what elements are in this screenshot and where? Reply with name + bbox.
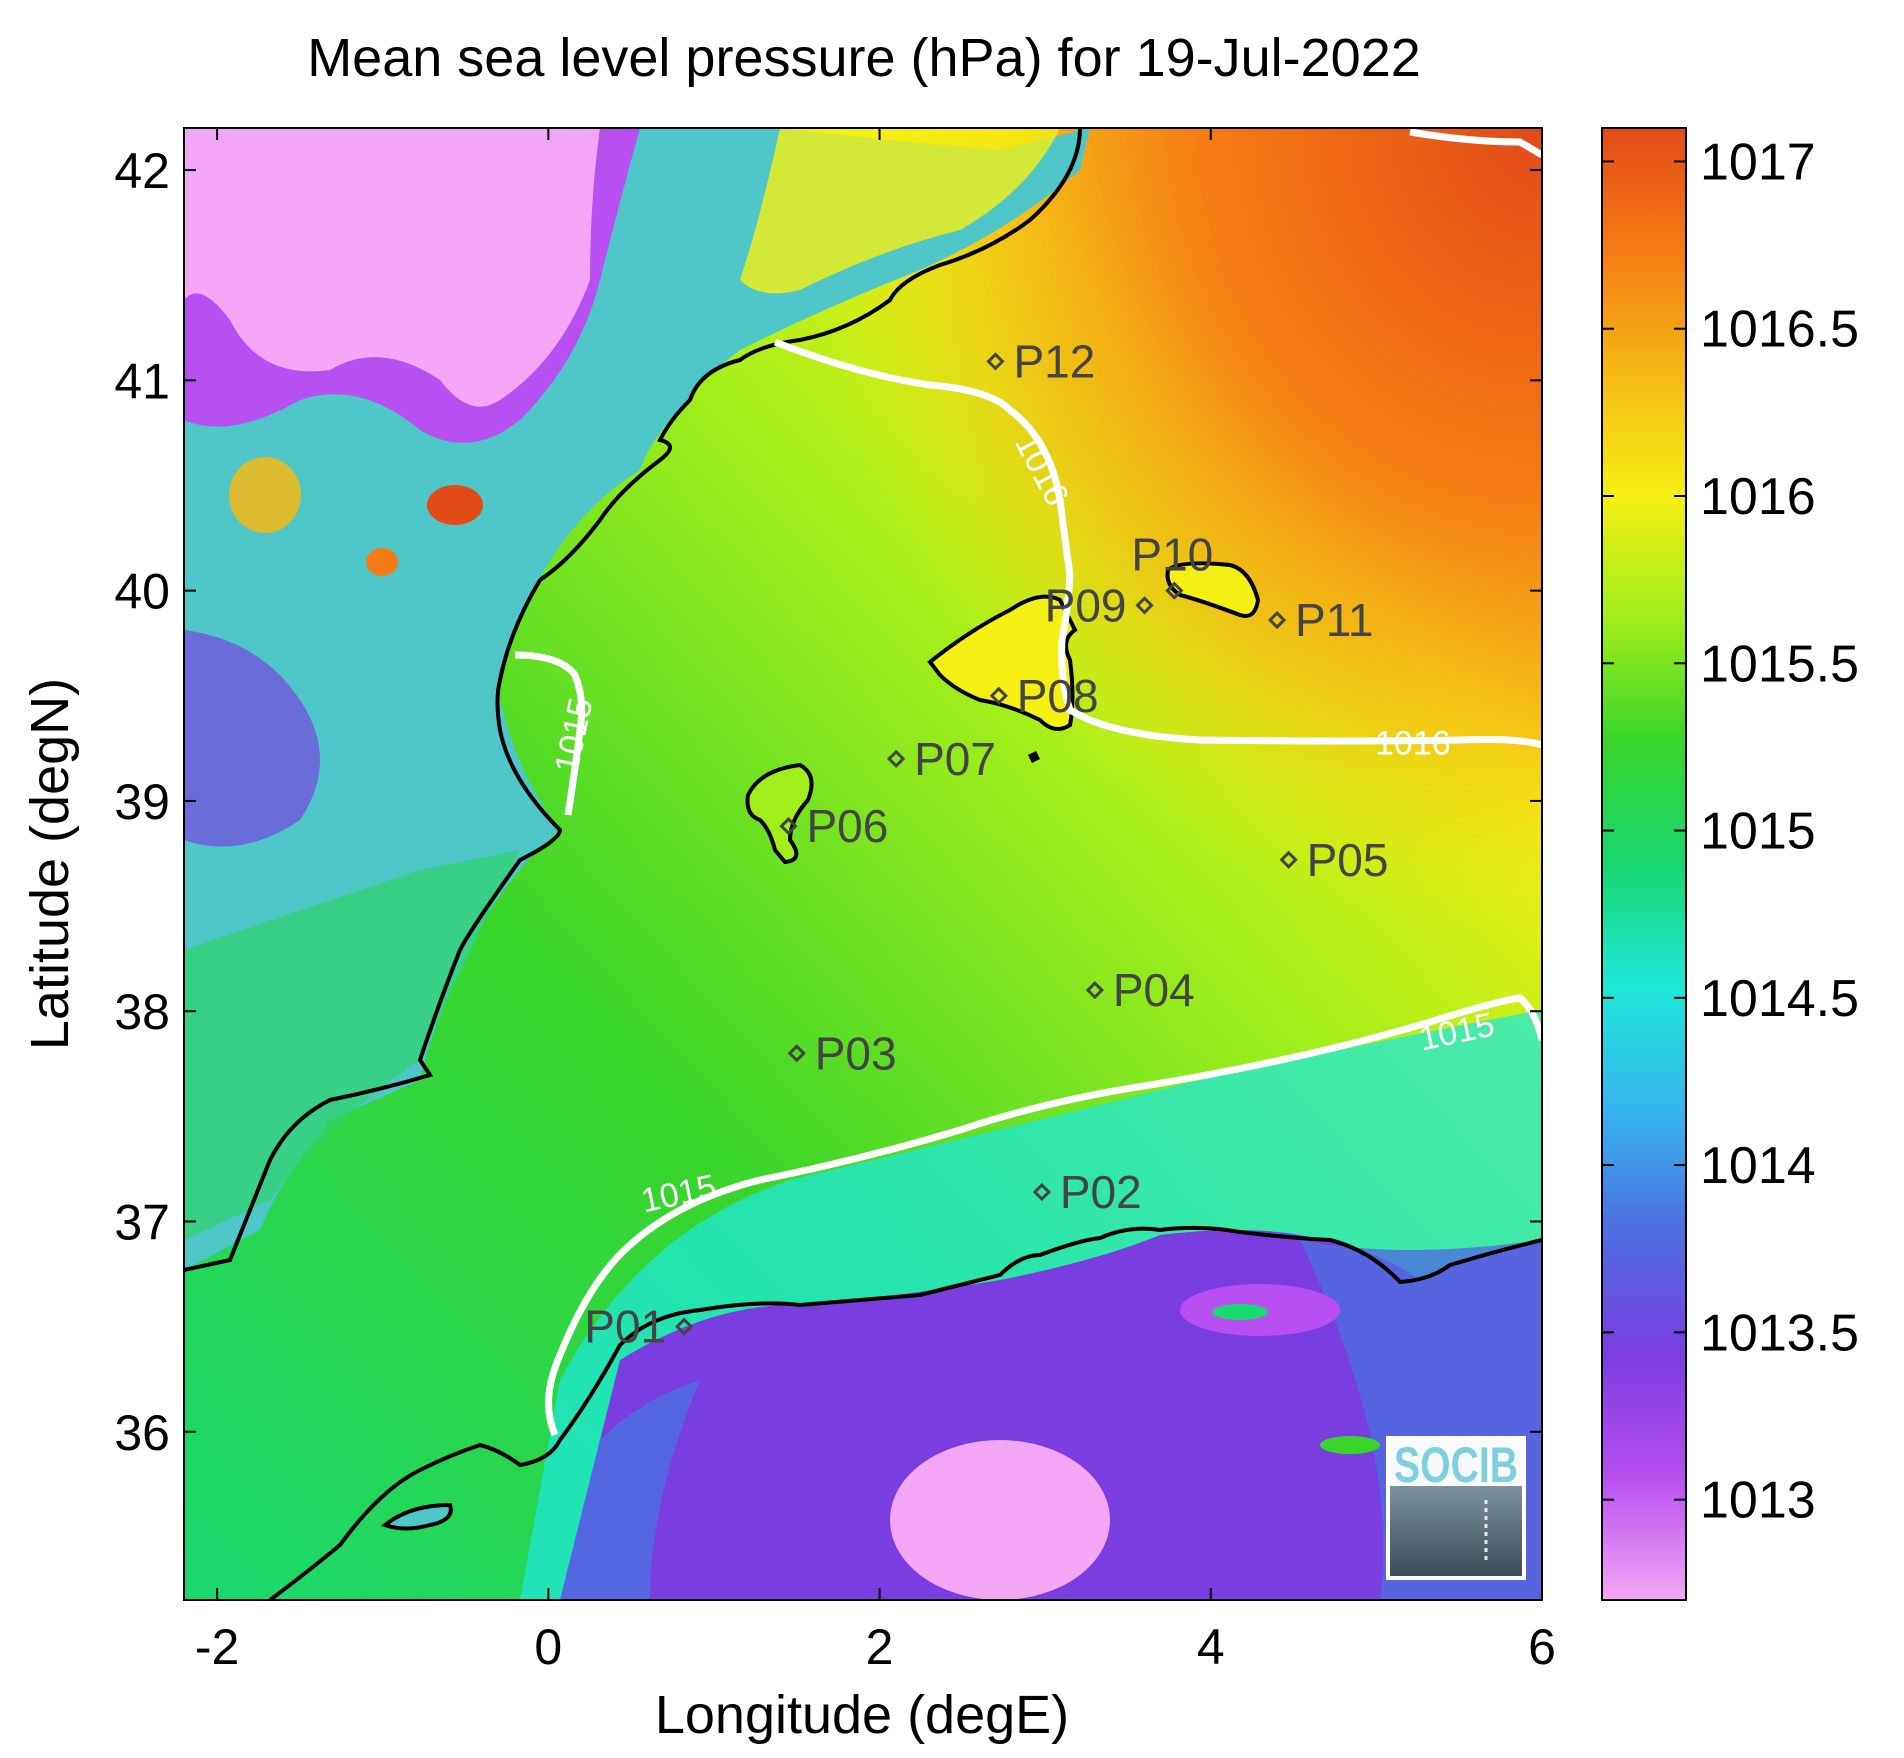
x-axis-label: Longitude (degE) [655, 1685, 1069, 1745]
contour-1015-west [514, 651, 586, 816]
station-marker [675, 1317, 694, 1336]
station-marker [787, 1044, 806, 1063]
station-label: P12 [1013, 335, 1095, 387]
station-label: P01 [584, 1301, 666, 1353]
y-tick-label: 36 [114, 1405, 170, 1461]
mallorca-island [927, 594, 1078, 731]
pressure-field [184, 128, 1542, 1600]
iberia-green-patch [184, 850, 520, 1240]
colorbar-tick-label: 1016.5 [1700, 301, 1859, 359]
africa-green-spot-2 [1212, 1304, 1268, 1320]
y-tick-label: 39 [114, 774, 170, 830]
x-tick-label: 0 [534, 1619, 562, 1675]
cabrera-island [1028, 751, 1040, 763]
station-marker [1085, 981, 1104, 1000]
station-marker [887, 749, 906, 768]
x-tick-label: 2 [866, 1619, 894, 1675]
x-tick-label: 4 [1197, 1619, 1225, 1675]
station-label: P10 [1131, 529, 1213, 581]
socib-logo: SOCIB [1386, 1436, 1526, 1580]
y-tick-label: 38 [114, 984, 170, 1040]
station-marker [986, 352, 1005, 371]
station-label: P09 [1045, 579, 1127, 631]
africa-pink-patch [890, 1440, 1110, 1600]
colorbar-tick-label: 1015 [1700, 803, 1816, 861]
colorbar-ticks: 1013 1013.5 1014 1014.5 1015 1015.5 1016 1016.5… [1602, 133, 1859, 1530]
iberia-purple-patch [184, 630, 320, 847]
colorbar-tick-label: 1015.5 [1700, 635, 1859, 693]
station-label: P07 [914, 733, 996, 785]
chart-title: Mean sea level pressure (hPa) for 19-Jul… [307, 28, 1421, 88]
africa-green-spot [1320, 1436, 1380, 1454]
iberia-yellow-hotspot [229, 457, 301, 533]
contour-1016-north [773, 338, 1542, 749]
station-label: P06 [806, 800, 888, 852]
station-label: P11 [1295, 594, 1373, 646]
x-tick-label: -2 [195, 1619, 239, 1675]
y-tick-label: 42 [114, 143, 170, 199]
colorbar-tick-label: 1016 [1700, 468, 1816, 526]
y-tick-label: 40 [114, 564, 170, 620]
iberia-red-hotspot [427, 485, 483, 525]
station-label: P05 [1307, 834, 1389, 886]
map-frame [183, 127, 1543, 1601]
colorbar-tick-label: 1014.5 [1700, 970, 1859, 1028]
station-label: P02 [1060, 1166, 1142, 1218]
logo-text: SOCIB [1394, 1437, 1518, 1493]
iberia-pink-north [184, 128, 600, 407]
x-tick-label: 6 [1528, 1619, 1556, 1675]
colorbar-tick-label: 1013 [1700, 1472, 1816, 1530]
y-tick-label: 41 [114, 353, 170, 409]
station-marker [1267, 610, 1287, 630]
y-axis-label: Latitude (degN) [20, 678, 80, 1050]
y-axis: 36 37 38 39 40 41 42 [114, 143, 1542, 1461]
colorbar [1601, 127, 1687, 1601]
african-coastline [268, 1225, 1542, 1600]
station-label: P08 [1017, 670, 1099, 722]
colorbar-tick-label: 1017 [1700, 133, 1816, 191]
colorbar-tick-label: 1013.5 [1700, 1304, 1859, 1362]
africa-blue-fringe [560, 1380, 700, 1600]
station-label: P03 [815, 1027, 897, 1079]
station-marker [1135, 596, 1154, 615]
contour-1015-south [545, 994, 1542, 1437]
station-label: P04 [1113, 964, 1195, 1016]
contour-1016-northeast [1409, 128, 1542, 159]
station-marker [779, 817, 798, 836]
station-marker [1279, 850, 1298, 869]
iberia-yellow-north [740, 128, 1060, 294]
logo-header [1390, 1440, 1522, 1486]
x-axis: -2 0 2 4 6 [195, 128, 1556, 1675]
alboran-island [380, 1502, 453, 1531]
ibiza-island [745, 762, 814, 865]
iberian-coastline [184, 128, 1082, 1272]
station-marker [989, 686, 1008, 705]
iberia-orange-hotspot [366, 548, 398, 576]
station-marker [1165, 581, 1184, 600]
station-marker [1032, 1182, 1051, 1202]
colorbar-tick-label: 1014 [1700, 1137, 1816, 1195]
y-tick-label: 37 [114, 1194, 170, 1250]
contour-label: 1016 [1375, 725, 1451, 763]
